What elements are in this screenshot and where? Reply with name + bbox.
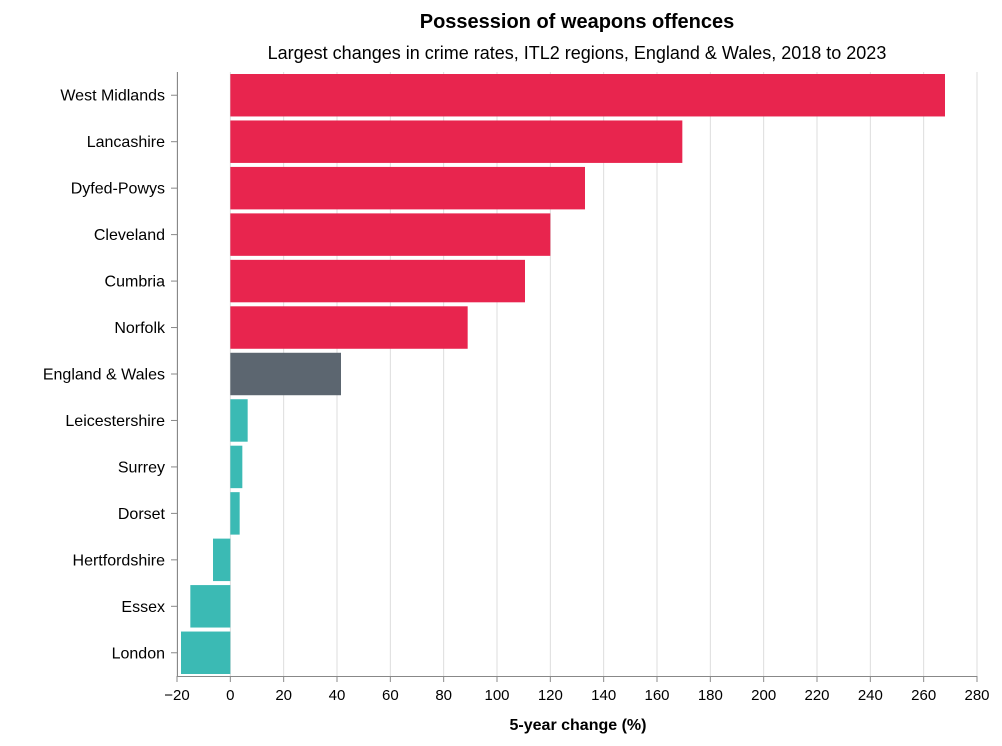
bar-surrey [230, 445, 243, 489]
y-tick-label: West Midlands [60, 88, 165, 105]
bar-dorset [230, 492, 240, 535]
bar-hertfordshire [213, 538, 231, 582]
y-tick-label: Dyfed-Powys [71, 181, 165, 198]
x-tick-label: 80 [435, 687, 452, 704]
bar-cumbria [230, 259, 526, 303]
x-tick-label: 260 [911, 687, 936, 704]
y-tick-label: Norfolk [114, 320, 166, 337]
x-tick-label: 280 [964, 687, 989, 704]
x-axis: −20 0 20 40 60 80 100 120 140 160 180 200 220 240 260 2… [164, 676, 990, 704]
y-tick-label: Lancashire [87, 134, 165, 151]
x-tick-label: 180 [698, 687, 723, 704]
y-axis: West Midlands Lancashire Dyfed-Powys Clevel… [43, 72, 178, 676]
x-tick-label: 40 [329, 687, 346, 704]
chart-title: Possession of weapons offences [420, 11, 735, 33]
x-axis-title: 5-year change (%) [510, 717, 647, 734]
x-tick-label: −20 [164, 687, 189, 704]
y-tick-label: Cleveland [94, 227, 165, 244]
bar-leicestershire [230, 399, 248, 442]
x-tick-label: 100 [484, 687, 509, 704]
bar-west-midlands [230, 74, 946, 117]
x-tick-label: 200 [751, 687, 776, 704]
y-tick-label: Dorset [118, 506, 166, 523]
x-tick-label: 60 [382, 687, 399, 704]
bar-norfolk [230, 306, 468, 349]
y-tick-label: Cumbria [105, 274, 166, 291]
bars [181, 74, 946, 674]
x-tick-label: 240 [858, 687, 883, 704]
y-tick-label: London [112, 645, 165, 662]
x-tick-label: 220 [804, 687, 829, 704]
x-tick-label: 160 [644, 687, 669, 704]
bar-london [181, 631, 231, 674]
bar-england-wales [230, 352, 341, 396]
y-tick-label: Leicestershire [65, 413, 165, 430]
y-tick-label: Surrey [118, 459, 165, 476]
bar-cleveland [230, 213, 551, 256]
bar-essex [190, 585, 231, 628]
x-tick-label: 120 [538, 687, 563, 704]
x-tick-label: 140 [591, 687, 616, 704]
y-tick-label: England & Wales [43, 367, 165, 384]
bar-lancashire [230, 120, 683, 163]
y-tick-label: Essex [121, 599, 165, 616]
chart-subtitle: Largest changes in crime rates, ITL2 reg… [268, 43, 887, 63]
x-tick-label: 20 [275, 687, 292, 704]
x-tick-label: 0 [226, 687, 234, 704]
y-tick-label: Hertfordshire [73, 552, 166, 569]
bar-dyfed-powys [230, 166, 586, 210]
